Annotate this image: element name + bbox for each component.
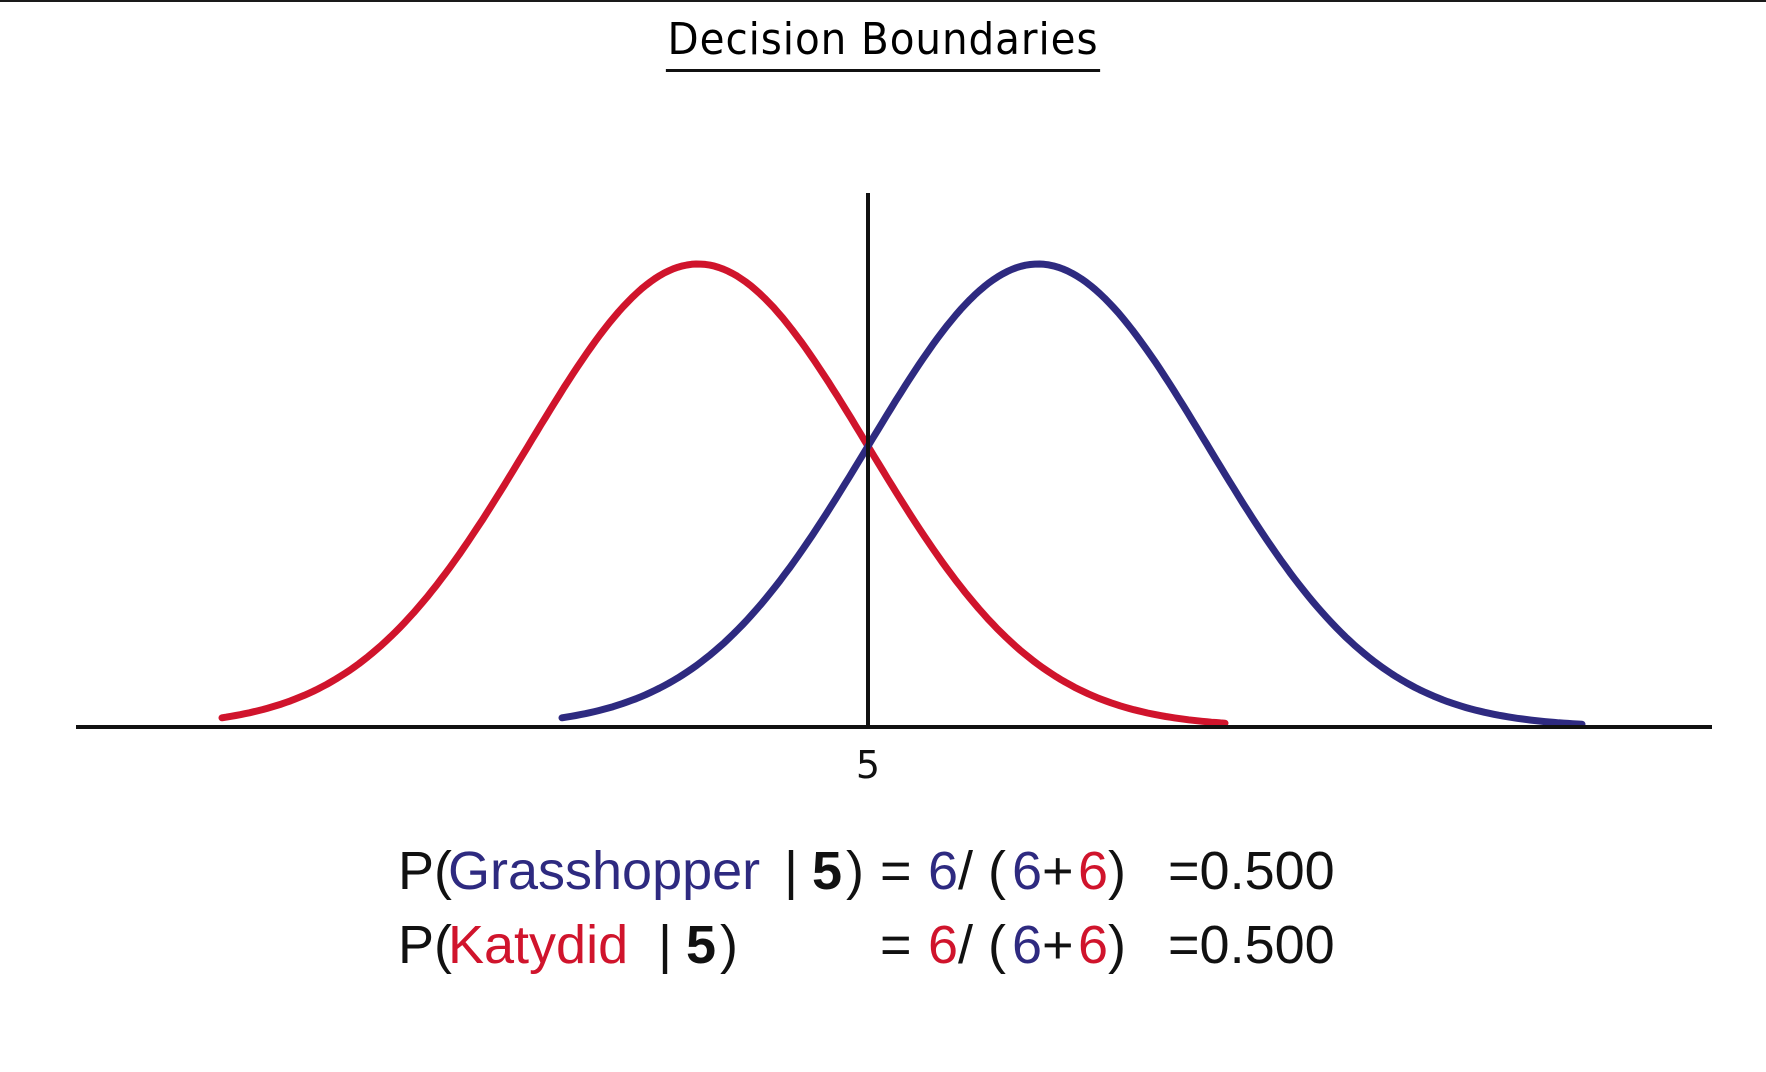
chart-title: Decision Boundaries — [71, 14, 1696, 72]
eq1-term-b: 6 — [1078, 841, 1109, 901]
eq1-result: =0.500 — [1168, 841, 1335, 901]
top-border-line — [0, 0, 1766, 2]
series-curve-1 — [218, 260, 1229, 727]
eq2-p-open: P( — [398, 915, 452, 975]
eq2-paren: ) — [1108, 915, 1126, 975]
eq2-bar: | — [658, 915, 673, 975]
eq2-slash: / ( — [958, 915, 1006, 975]
eq1-bar: | — [784, 841, 799, 901]
eq1-p-close: ) — [846, 841, 864, 901]
eq2-class-name: Katydid — [448, 915, 629, 975]
eq2-plus: + — [1042, 915, 1074, 975]
distribution-chart: 5 — [76, 193, 1712, 787]
eq1-slash: / ( — [958, 841, 1006, 901]
eq2-value: 5 — [686, 915, 717, 975]
eq1-numerator: 6 — [928, 841, 959, 901]
equation-katydid: P( Katydid | 5 ) = 6 / ( 6 + 6 ) =0.500 — [0, 914, 1766, 984]
probability-equations: P( Grasshopper | 5 ) = 6 / ( 6 + 6 ) =0.… — [0, 840, 1766, 1010]
chart-title-text: Decision Boundaries — [665, 14, 1101, 72]
eq1-paren: ) — [1108, 841, 1126, 901]
eq2-term-a: 6 — [1012, 915, 1043, 975]
eq1-class-name: Grasshopper — [448, 841, 761, 901]
eq1-term-a: 6 — [1012, 841, 1043, 901]
x-tick-label: 5 — [856, 743, 880, 787]
eq2-term-b: 6 — [1078, 915, 1109, 975]
eq2-equals: = — [880, 915, 912, 975]
eq1-value: 5 — [812, 841, 843, 901]
eq1-p-open: P( — [398, 841, 452, 901]
eq2-numerator: 6 — [928, 915, 959, 975]
series-curve-2 — [558, 260, 1586, 728]
eq2-p-close: ) — [720, 915, 738, 975]
eq1-equals: = — [880, 841, 912, 901]
eq1-plus: + — [1042, 841, 1074, 901]
eq2-result: =0.500 — [1168, 915, 1335, 975]
equation-grasshopper: P( Grasshopper | 5 ) = 6 / ( 6 + 6 ) =0.… — [0, 840, 1766, 910]
